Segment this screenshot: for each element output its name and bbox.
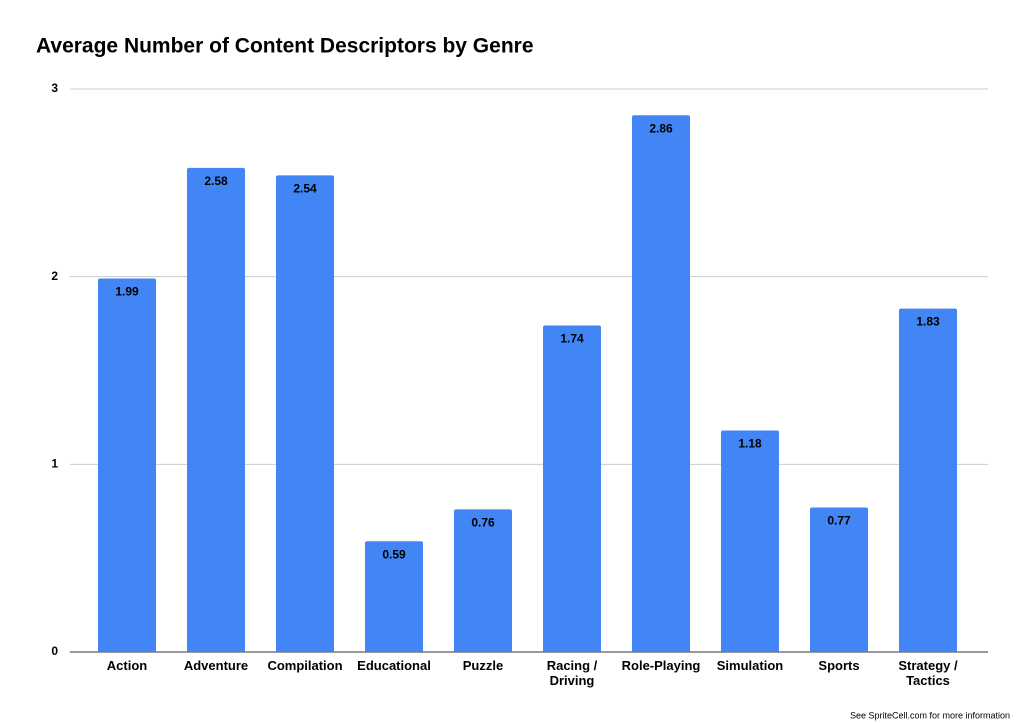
y-tick-label: 0 (51, 644, 58, 658)
data-label: 1.99 (115, 285, 139, 299)
x-tick-label: Compilation (267, 658, 343, 673)
bar (98, 278, 156, 652)
x-tick-label: Sports (818, 658, 860, 673)
x-tick-label: Puzzle (462, 658, 504, 673)
data-label: 2.58 (204, 174, 228, 188)
data-label: 2.86 (649, 121, 673, 135)
x-tick-label: Educational (357, 658, 431, 673)
bar (721, 430, 779, 652)
bar (454, 509, 512, 652)
data-label: 1.74 (560, 332, 584, 346)
data-label: 2.54 (293, 181, 317, 195)
data-label: 0.77 (827, 514, 851, 528)
x-tick-label: Strategy / Tactics (898, 658, 958, 688)
bar (365, 541, 423, 652)
bar (810, 507, 868, 652)
x-tick-label: Role-Playing (621, 658, 701, 673)
y-tick-label: 3 (51, 81, 58, 95)
x-tick-label: Simulation (716, 658, 784, 673)
data-label: 0.59 (382, 547, 406, 561)
x-tick-label: Racing / Driving (546, 658, 598, 688)
bar (187, 167, 245, 652)
bar (276, 175, 334, 652)
data-label: 1.18 (738, 437, 762, 451)
y-tick-label: 1 (51, 457, 58, 471)
bar (543, 325, 601, 652)
x-tick-label: Adventure (183, 658, 249, 673)
footnote: See SpriteCell.com for more information (850, 710, 1010, 720)
data-label: 0.76 (471, 516, 495, 530)
bar (632, 115, 690, 653)
chart-title: Average Number of Content Descriptors by… (36, 35, 534, 58)
bar (899, 308, 957, 652)
data-label: 1.83 (916, 315, 940, 329)
x-tick-label: Action (106, 658, 148, 673)
y-tick-label: 2 (51, 269, 58, 283)
